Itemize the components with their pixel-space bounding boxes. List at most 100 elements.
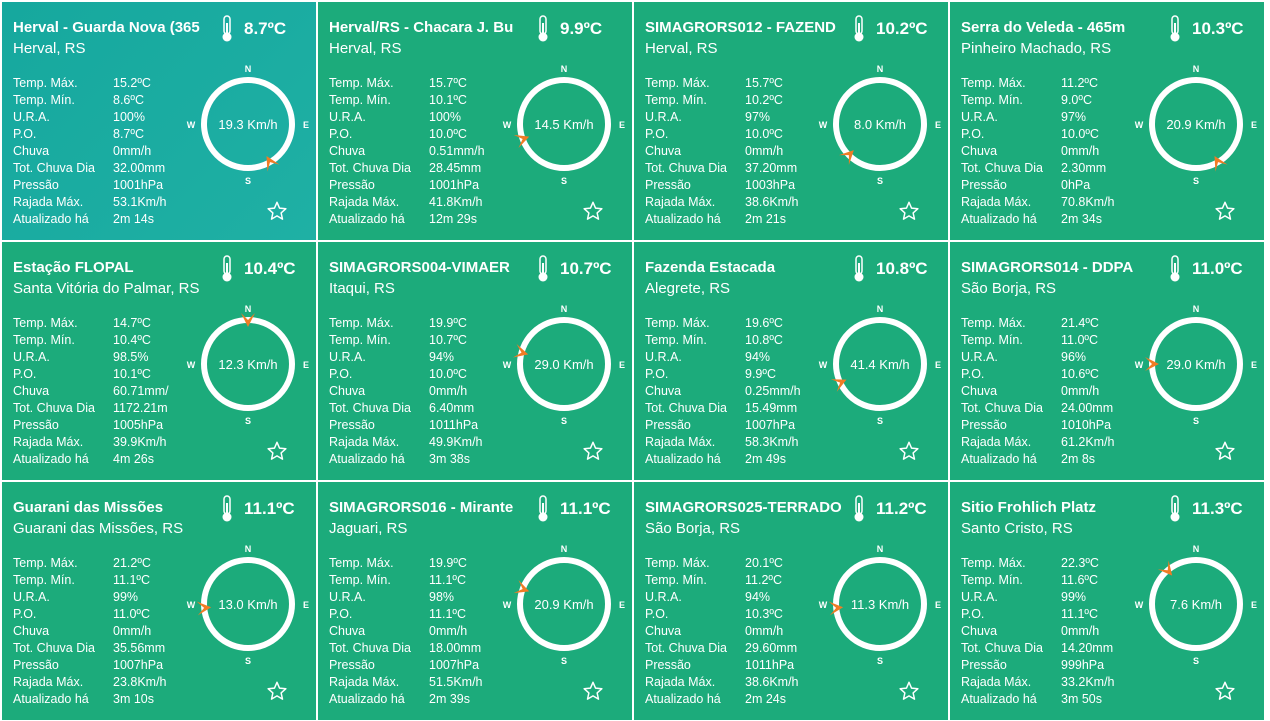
star-icon[interactable]	[582, 680, 604, 702]
stat-label: Rajada Máx.	[961, 195, 1032, 209]
stat-value: 10.7ºC	[429, 333, 467, 347]
stat-value: 3m 10s	[113, 692, 154, 706]
station-name: Herval - Guarda Nova (365	[13, 19, 200, 36]
station-card[interactable]: SIMAGRORS004-VIMAER Itaqui, RS 10.7ºC Te…	[318, 242, 632, 480]
current-temperature: 11.1ºC	[560, 499, 611, 518]
stat-dew-point: P.O. 10.3ºC	[645, 606, 815, 623]
station-card[interactable]: Herval - Guarda Nova (365 Herval, RS 8.7…	[2, 2, 316, 240]
station-name: SIMAGRORS016 - Mirante	[329, 499, 514, 516]
compass-north-label: N	[561, 544, 568, 554]
station-card[interactable]: SIMAGRORS016 - Mirante Jaguari, RS 11.1º…	[318, 482, 632, 720]
stat-label: Temp. Mín.	[645, 93, 707, 107]
current-temperature: 8.7ºC	[244, 19, 287, 38]
stat-label: Chuva	[13, 384, 50, 398]
stat-value: 35.56mm	[113, 641, 166, 655]
star-icon[interactable]	[898, 680, 920, 702]
stat-label: Pressão	[329, 418, 375, 432]
stat-value: 98.5%	[113, 350, 149, 364]
station-stats: Temp. Máx. 15.7ºC Temp. Mín. 10.2ºC U.R.A.…	[645, 75, 815, 228]
wind-direction-arrow-icon	[1157, 560, 1173, 576]
station-card[interactable]: SIMAGRORS012 - FAZEND Herval, RS 10.2ºC …	[634, 2, 948, 240]
stat-value: 3m 50s	[1061, 692, 1102, 706]
star-icon[interactable]	[266, 440, 288, 462]
wind-speed: 11.3 Km/h	[851, 597, 909, 612]
current-temperature: 11.2ºC	[876, 499, 927, 518]
stat-value: 99%	[113, 590, 139, 604]
stat-value: 11.0ºC	[113, 607, 150, 621]
station-card[interactable]: Estação FLOPAL Santa Vitória do Palmar, …	[2, 242, 316, 480]
stat-label: Chuva	[645, 384, 682, 398]
stat-value: 20.1ºC	[745, 556, 783, 570]
stat-temp-max: Temp. Máx. 21.4ºC	[961, 315, 1131, 332]
station-city: Pinheiro Machado, RS	[961, 40, 1112, 57]
thermometer-icon	[1170, 15, 1180, 42]
stat-value: 9.0ºC	[1061, 93, 1092, 107]
star-icon[interactable]	[898, 440, 920, 462]
station-card[interactable]: Herval/RS - Chacara J. Bu Herval, RS 9.9…	[318, 2, 632, 240]
stat-value: 15.49mm	[745, 401, 798, 415]
star-icon[interactable]	[1214, 200, 1236, 222]
stat-label: Atualizado há	[961, 692, 1037, 706]
stat-label: Chuva	[645, 144, 682, 158]
stat-value: 19.6ºC	[745, 316, 783, 330]
stat-value: 0mm/h	[113, 144, 152, 158]
stat-rain-total: Tot. Chuva Dia 14.20mm	[961, 640, 1131, 657]
stat-value: 0.51mm/h	[429, 144, 485, 158]
stat-dew-point: P.O. 11.1ºC	[961, 606, 1131, 623]
station-card[interactable]: Guarani das Missões Guarani das Missões,…	[2, 482, 316, 720]
stat-max-gust: Rajada Máx. 41.8Km/h	[329, 194, 499, 211]
wind-direction-arrow-icon	[266, 156, 280, 172]
star-icon[interactable]	[898, 200, 920, 222]
stat-temp-min: Temp. Mín. 11.6ºC	[961, 572, 1131, 589]
stat-temp-max: Temp. Máx. 11.2ºC	[961, 75, 1131, 92]
stat-value: 99%	[1061, 590, 1087, 604]
stat-value: 100%	[113, 110, 145, 124]
station-card[interactable]: SIMAGRORS025-TERRADO São Borja, RS 11.2º…	[634, 482, 948, 720]
stat-label: Rajada Máx.	[645, 435, 716, 449]
stat-value: 11.1ºC	[429, 607, 466, 621]
star-icon[interactable]	[266, 200, 288, 222]
station-city: Herval, RS	[329, 40, 402, 57]
station-name: Herval/RS - Chacara J. Bu	[329, 19, 514, 36]
compass-south-label: S	[1193, 176, 1199, 186]
station-card[interactable]: Serra do Veleda - 465m Pinheiro Machado,…	[950, 2, 1264, 240]
stat-humidity: U.R.A. 96%	[961, 349, 1131, 366]
station-card[interactable]: Sitio Frohlich Platz Santo Cristo, RS 11…	[950, 482, 1264, 720]
station-city: São Borja, RS	[645, 520, 741, 537]
stat-label: Tot. Chuva Dia	[13, 641, 95, 655]
stat-humidity: U.R.A. 94%	[329, 349, 499, 366]
compass-west-label: W	[187, 360, 196, 370]
stat-value: 0mm/h	[429, 384, 468, 398]
stat-value: 2m 21s	[745, 212, 786, 226]
current-temperature: 10.2ºC	[876, 19, 928, 38]
compass-ring	[517, 317, 611, 411]
stat-temp-min: Temp. Mín. 10.8ºC	[645, 332, 815, 349]
station-card[interactable]: SIMAGRORS014 - DDPA São Borja, RS 11.0ºC…	[950, 242, 1264, 480]
station-card[interactable]: Fazenda Estacada Alegrete, RS 10.8ºC Tem…	[634, 242, 948, 480]
compass-ring	[833, 77, 927, 171]
star-icon[interactable]	[1214, 680, 1236, 702]
stat-value: 2.30mm	[1061, 161, 1107, 175]
stat-rain-total: Tot. Chuva Dia 35.56mm	[13, 640, 183, 657]
stat-value: 94%	[429, 350, 455, 364]
stat-value: 8.6ºC	[113, 93, 144, 107]
stat-temp-max: Temp. Máx. 21.2ºC	[13, 555, 183, 572]
thermometer-icon	[538, 15, 548, 42]
thermometer-icon	[1170, 495, 1180, 522]
star-icon[interactable]	[582, 440, 604, 462]
star-icon[interactable]	[1214, 440, 1236, 462]
stat-pressure: Pressão 999hPa	[961, 657, 1131, 674]
stat-label: U.R.A.	[329, 110, 366, 124]
wind-direction-arrow-icon	[1145, 357, 1159, 371]
stat-label: Tot. Chuva Dia	[13, 161, 95, 175]
star-icon[interactable]	[582, 200, 604, 222]
stat-label: P.O.	[13, 367, 37, 381]
station-city: São Borja, RS	[961, 280, 1057, 297]
stat-label: Rajada Máx.	[13, 195, 84, 209]
star-icon[interactable]	[266, 680, 288, 702]
wind-speed: 41.4 Km/h	[850, 357, 909, 372]
stat-value: 0mm/h	[1061, 384, 1100, 398]
stat-value: 97%	[745, 110, 771, 124]
stat-max-gust: Rajada Máx. 70.8Km/h	[961, 194, 1131, 211]
station-name: Fazenda Estacada	[645, 259, 776, 276]
